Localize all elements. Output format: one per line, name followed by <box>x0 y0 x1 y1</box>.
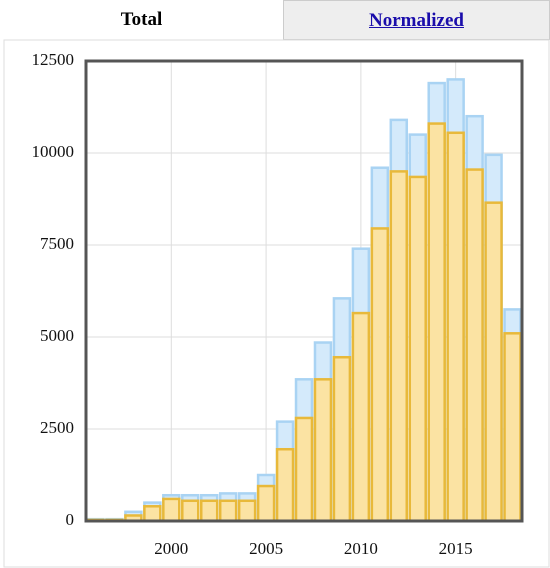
panel-border <box>3 39 550 568</box>
y-tick-label: 2500 <box>40 418 74 437</box>
y-tick-label: 5000 <box>40 326 74 345</box>
bar <box>370 227 390 523</box>
bar <box>237 499 257 523</box>
bar <box>484 201 503 523</box>
x-tick-label: 2000 <box>154 539 188 558</box>
bar <box>408 175 427 523</box>
bar <box>294 416 314 523</box>
bar <box>313 378 333 523</box>
bar <box>256 484 276 523</box>
y-tick-label: 10000 <box>32 142 75 161</box>
y-tick-label: 0 <box>66 510 75 529</box>
tab-total[interactable]: Total <box>0 0 283 40</box>
x-tick-label: 2015 <box>439 539 473 558</box>
x-tick-label: 2005 <box>249 539 283 558</box>
bar <box>162 497 181 523</box>
bar <box>332 355 352 523</box>
x-tick-label: 2010 <box>344 539 378 558</box>
bar <box>389 170 409 523</box>
bar <box>446 131 465 523</box>
bar <box>181 499 200 523</box>
y-tick-label: 7500 <box>40 234 74 253</box>
bar <box>351 311 371 523</box>
bar <box>143 505 162 523</box>
bar <box>427 122 446 523</box>
bar <box>275 447 295 523</box>
bar <box>503 332 522 523</box>
plot-frame <box>84 59 524 523</box>
y-tick-label: 12500 <box>32 50 75 69</box>
bar <box>465 168 484 523</box>
bar <box>199 499 219 523</box>
tab-normalized[interactable]: Normalized <box>283 0 550 40</box>
tab-bar: Total Normalized <box>0 0 550 40</box>
bar <box>218 499 238 523</box>
